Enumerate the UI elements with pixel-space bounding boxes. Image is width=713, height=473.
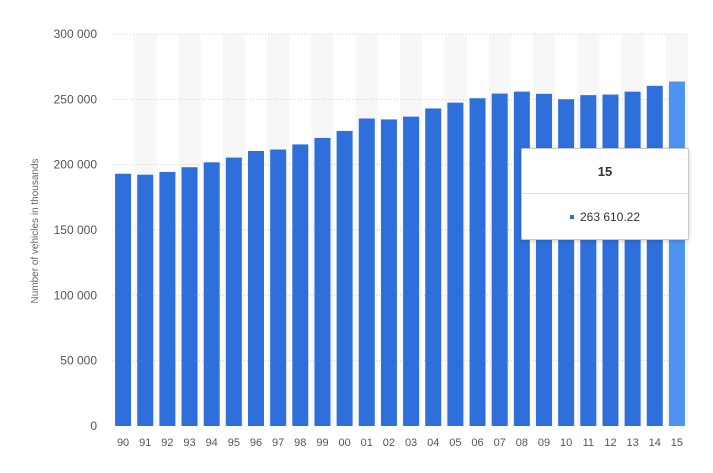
x-tick-label: 91 — [139, 437, 151, 449]
x-tick-label: 02 — [383, 437, 395, 449]
bar-02[interactable] — [380, 119, 397, 427]
bar-08[interactable] — [513, 91, 530, 427]
x-tick-label: 09 — [538, 437, 550, 449]
bar-06[interactable] — [469, 98, 486, 427]
x-tick-label: 92 — [161, 437, 173, 449]
x-tick-label: 04 — [427, 437, 439, 449]
x-tick-label: 05 — [449, 437, 461, 449]
bar-03[interactable] — [403, 116, 420, 426]
bar-90[interactable] — [115, 173, 132, 426]
bar-96[interactable] — [248, 151, 264, 427]
tooltip: 15 263 610.22 — [521, 148, 689, 240]
y-tick-label: 250 000 — [54, 92, 98, 106]
bar-99[interactable] — [314, 137, 331, 426]
bar-14[interactable] — [646, 85, 663, 426]
x-tick-label: 15 — [671, 437, 683, 449]
bar-92[interactable] — [159, 171, 176, 426]
x-tick-label: 00 — [338, 437, 350, 449]
x-tick-label: 90 — [117, 437, 129, 449]
x-tick-label: 08 — [516, 437, 528, 449]
y-tick-label: 150 000 — [54, 223, 98, 237]
y-tick-label: 0 — [90, 419, 97, 433]
x-tick-label: 01 — [361, 437, 373, 449]
x-tick-label: 07 — [494, 437, 506, 449]
tooltip-divider — [522, 193, 688, 194]
y-tick-label: 200 000 — [54, 158, 98, 172]
bar-15[interactable] — [668, 81, 685, 426]
bar-01[interactable] — [358, 118, 375, 426]
x-tick-label: 14 — [649, 437, 661, 449]
x-tick-label: 93 — [183, 437, 195, 449]
y-tick-label: 50 000 — [60, 354, 97, 368]
y-tick-label: 100 000 — [54, 288, 98, 302]
bar-11[interactable] — [580, 95, 597, 426]
tooltip-row: 263 610.22 — [522, 210, 688, 224]
y-axis-ticks: 0 50 000 100 000 150 000 200 000 250 000 300 0… — [54, 27, 98, 433]
bar-91[interactable] — [137, 174, 154, 426]
x-tick-label: 03 — [405, 437, 417, 449]
bar-04[interactable] — [425, 108, 442, 426]
x-tick-label: 97 — [272, 437, 284, 449]
bar-98[interactable] — [292, 144, 309, 427]
bar-13[interactable] — [624, 91, 641, 426]
x-axis-ticks: 90 91 92 93 94 95 96 97 98 99 00 01 02 03 04 05 06 07 08 09… — [117, 437, 683, 449]
x-tick-label: 99 — [316, 437, 328, 449]
x-tick-label: 11 — [583, 437, 594, 449]
bar-95[interactable] — [225, 157, 242, 427]
x-tick-label: 12 — [604, 437, 616, 449]
bar-93[interactable] — [181, 167, 198, 427]
tooltip-value: 263 610.22 — [579, 210, 641, 224]
x-tick-label: 98 — [294, 437, 306, 449]
bar-09[interactable] — [536, 93, 552, 427]
tooltip-title: 15 — [597, 164, 613, 179]
y-axis-label: Number of vehicles in thousands — [30, 158, 41, 303]
x-tick-label: 96 — [250, 437, 262, 449]
bar-97[interactable] — [270, 149, 287, 426]
x-tick-label: 06 — [471, 437, 483, 449]
x-tick-label: 10 — [560, 437, 572, 449]
bar-00[interactable] — [336, 130, 353, 426]
y-tick-label: 300 000 — [54, 27, 98, 41]
bar-12[interactable] — [602, 94, 619, 427]
series-marker-icon — [569, 214, 574, 219]
bar-05[interactable] — [447, 102, 464, 427]
bar-94[interactable] — [203, 162, 220, 426]
bar-07[interactable] — [491, 93, 508, 426]
x-tick-label: 13 — [626, 437, 638, 449]
x-tick-label: 95 — [228, 437, 240, 449]
x-tick-label: 94 — [206, 437, 218, 449]
